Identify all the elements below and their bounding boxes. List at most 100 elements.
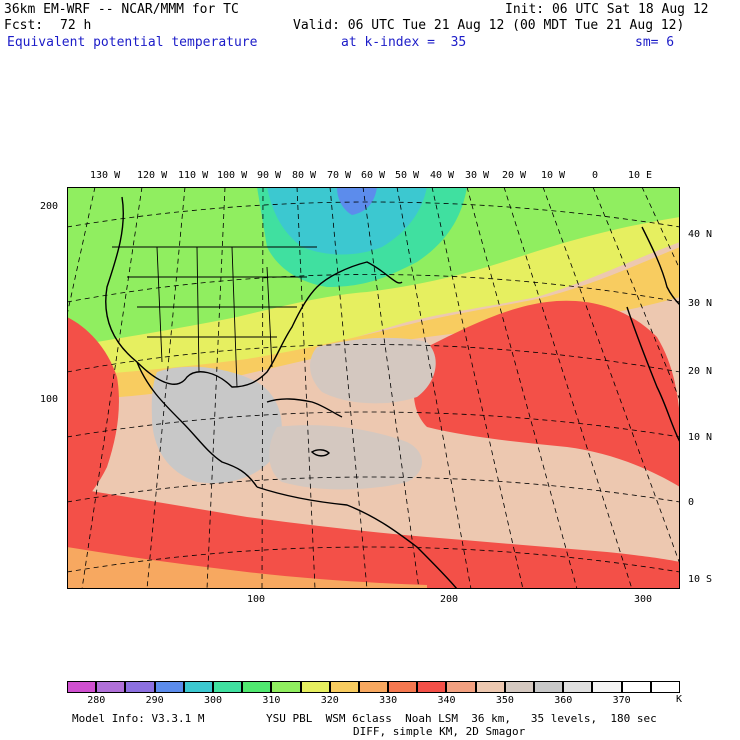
coastline-cuba xyxy=(266,398,343,418)
lon-line xyxy=(641,187,680,271)
level-info: at k-index = 35 xyxy=(341,35,467,50)
lat-label: 0 xyxy=(688,497,695,508)
lat-line xyxy=(67,546,680,573)
coastline-central-america xyxy=(136,361,258,488)
lon-label: 70 W xyxy=(327,170,352,181)
legend-swatch xyxy=(358,681,389,693)
lon-label: 120 W xyxy=(137,170,168,181)
lat-line xyxy=(67,274,680,303)
legend-swatch xyxy=(67,681,97,693)
lat-line xyxy=(67,476,680,503)
legend-swatch xyxy=(592,681,622,693)
legend-swatch xyxy=(563,681,593,693)
legend-swatch xyxy=(446,681,476,693)
legend-label: 330 xyxy=(379,695,398,706)
blue-core xyxy=(337,187,377,215)
lon-label: 80 W xyxy=(292,170,317,181)
lat-label: 30 N xyxy=(688,298,713,309)
coastline-north-america xyxy=(105,196,403,388)
legend-unit: K xyxy=(676,694,683,705)
lon-line xyxy=(146,187,186,589)
orange-band xyxy=(67,247,680,401)
red-west xyxy=(67,317,119,517)
lon-line xyxy=(206,187,226,589)
forecast-label: Fcst: xyxy=(4,18,44,33)
lon-label: 40 W xyxy=(430,170,455,181)
legend-swatch xyxy=(329,681,359,693)
legend-label: 310 xyxy=(262,695,281,706)
lon-line xyxy=(431,187,524,589)
lon-line xyxy=(261,187,264,589)
lon-label: 130 W xyxy=(90,170,121,181)
lat-line xyxy=(67,201,680,228)
lon-label: 100 W xyxy=(217,170,248,181)
lat-line xyxy=(67,344,680,373)
lat-label: 10 N xyxy=(688,432,713,443)
legend-swatch xyxy=(154,681,184,693)
legend-swatch xyxy=(621,681,651,693)
coastline-europe xyxy=(641,226,680,306)
legend-label: 340 xyxy=(437,695,456,706)
model-info: Model Info: V3.3.1 M xyxy=(72,712,205,725)
grid-y-label: 200 xyxy=(40,201,59,212)
lon-label: 10 E xyxy=(628,170,653,181)
coastline-africa xyxy=(626,306,680,443)
legend-swatch xyxy=(475,681,505,693)
coastline-hispaniola xyxy=(310,449,330,457)
legend-label: 350 xyxy=(495,695,514,706)
lon-line xyxy=(503,187,633,589)
model-title: 36km EM-WRF -- NCAR/MMM for TC xyxy=(4,2,239,17)
valid-time: Valid: 06 UTC Tue 21 Aug 12 (00 MDT Tue … xyxy=(293,18,685,33)
legend-swatch xyxy=(504,681,535,693)
lon-label: 20 W xyxy=(502,170,527,181)
legend-label: 320 xyxy=(320,695,339,706)
lat-line xyxy=(67,411,680,438)
lon-label: 90 W xyxy=(257,170,282,181)
legend-label: 290 xyxy=(145,695,164,706)
legend-swatch xyxy=(96,681,126,693)
lon-label: 0 xyxy=(592,170,599,181)
lon-line xyxy=(296,187,316,589)
orange-band-south xyxy=(67,547,427,589)
legend-swatch xyxy=(271,681,301,693)
lon-label: 10 W xyxy=(541,170,566,181)
border-line xyxy=(156,246,273,388)
border-line xyxy=(127,276,307,338)
legend-label: 300 xyxy=(203,695,222,706)
lat-label: 10 S xyxy=(688,574,713,585)
lon-label: 50 W xyxy=(395,170,420,181)
init-time: Init: 06 UTC Sat 18 Aug 12 xyxy=(505,2,709,17)
legend-swatch xyxy=(125,681,155,693)
legend-swatch xyxy=(417,681,447,693)
red-tongue-atlantic xyxy=(413,300,680,487)
legend-swatch xyxy=(650,681,680,693)
red-band-south xyxy=(67,487,680,589)
political-borders xyxy=(112,246,317,388)
diffusion-info: DIFF, simple KM, 2D Smagor xyxy=(353,725,526,738)
lat-label: 40 N xyxy=(688,229,713,240)
cyan-core xyxy=(267,187,427,255)
legend-label: 360 xyxy=(554,695,573,706)
lon-line xyxy=(466,187,578,589)
grid-x-label: 200 xyxy=(440,594,459,605)
grid-y-label: 100 xyxy=(40,394,59,405)
grid-x-label: 100 xyxy=(247,594,266,605)
lon-label: 30 W xyxy=(465,170,490,181)
legend-swatch xyxy=(300,681,330,693)
legend-swatch xyxy=(388,681,418,693)
grey-core-caribbean xyxy=(269,425,422,490)
lon-line xyxy=(81,187,143,589)
lon-line xyxy=(329,187,368,589)
forecast-hours: 72 h xyxy=(60,18,92,33)
lat-label: 20 N xyxy=(688,366,713,377)
coastlines xyxy=(105,196,680,589)
lon-line xyxy=(592,187,680,402)
graticule xyxy=(67,187,680,589)
field-name: Equivalent potential temperature xyxy=(7,35,258,50)
lon-label: 60 W xyxy=(361,170,386,181)
legend-swatch xyxy=(534,681,564,693)
grey-core-gulf xyxy=(151,366,282,484)
legend-label: 370 xyxy=(612,695,631,706)
legend-swatch xyxy=(242,681,272,693)
theta-e-map xyxy=(67,187,680,589)
